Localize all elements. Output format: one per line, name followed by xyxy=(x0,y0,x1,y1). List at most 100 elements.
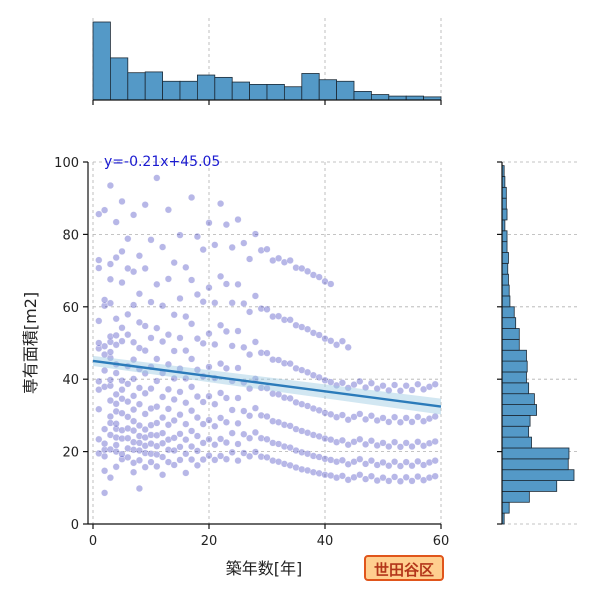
y-hist-bar xyxy=(501,295,511,308)
scatter-point xyxy=(188,383,196,391)
scatter-point xyxy=(396,387,405,395)
scatter-point xyxy=(193,447,202,455)
scatter-point xyxy=(106,260,115,268)
scatter-point xyxy=(431,457,439,465)
scatter-point xyxy=(199,420,207,428)
scatter-point xyxy=(240,449,248,457)
scatter-point xyxy=(257,384,265,392)
scatter-point xyxy=(147,334,155,342)
scatter-point xyxy=(141,322,149,330)
scatter-point xyxy=(240,299,248,308)
scatter-point xyxy=(211,241,219,249)
scatter-point xyxy=(396,477,405,485)
scatter-point xyxy=(414,438,422,446)
scatter-point xyxy=(425,415,434,423)
scatter-point xyxy=(112,341,120,349)
scatter-point xyxy=(280,460,289,468)
scatter-point xyxy=(153,377,161,385)
scatter-point xyxy=(269,439,277,447)
scatter-point xyxy=(176,294,184,303)
scatter-point xyxy=(100,446,109,454)
scatter-point xyxy=(147,404,155,413)
scatter-point xyxy=(193,290,202,299)
scatter-point xyxy=(327,471,335,480)
scatter-point xyxy=(315,453,323,461)
scatter-point xyxy=(118,426,126,434)
scatter-point xyxy=(153,355,161,363)
scatter-point xyxy=(164,436,173,444)
scatter-point xyxy=(344,343,352,351)
y-hist-bar xyxy=(501,436,532,449)
scatter-point xyxy=(159,453,167,461)
y-tick-label: 100 xyxy=(54,156,79,171)
scatter-point xyxy=(217,452,225,460)
scatter-point xyxy=(153,431,161,439)
scatter-point xyxy=(164,458,173,466)
scatter-point xyxy=(100,489,109,497)
scatter-point xyxy=(118,197,126,206)
scatter-points xyxy=(95,174,439,497)
scatter-point xyxy=(199,455,207,464)
scatter-point xyxy=(211,299,219,307)
scatter-point xyxy=(408,442,416,451)
regression-line-group xyxy=(92,355,442,415)
scatter-point xyxy=(298,264,306,273)
scatter-point xyxy=(280,394,289,402)
y-hist-bar xyxy=(501,262,509,275)
x-hist-bar xyxy=(144,71,163,101)
y-hist-bar xyxy=(501,425,530,438)
scatter-point xyxy=(286,360,294,368)
scatter-point xyxy=(211,441,219,449)
scatter-point xyxy=(130,375,138,383)
scatter-point xyxy=(124,331,132,339)
scatter-point xyxy=(362,460,370,468)
y-hist-bar xyxy=(501,469,575,481)
scatter-point xyxy=(367,472,376,480)
scatter-point xyxy=(338,337,347,345)
scatter-point xyxy=(141,201,149,209)
scatter-point xyxy=(298,366,306,374)
scatter-point xyxy=(170,461,178,469)
scatter-point xyxy=(257,434,265,442)
scatter-point xyxy=(292,321,300,329)
scatter-point xyxy=(170,446,178,455)
scatter-point xyxy=(141,442,149,450)
scatter-point xyxy=(182,347,190,355)
scatter-point xyxy=(176,231,184,239)
scatter-point xyxy=(304,466,312,475)
scatter-point xyxy=(246,434,254,442)
scatter-point xyxy=(112,369,120,377)
scatter-point xyxy=(414,472,422,481)
scatter-point xyxy=(135,484,144,493)
area-badge: 世田谷区 xyxy=(364,555,444,581)
scatter-point xyxy=(153,324,161,332)
scatter-point xyxy=(106,445,115,454)
x-hist-bar xyxy=(353,91,372,101)
scatter-point xyxy=(141,410,149,418)
scatter-point xyxy=(106,354,115,362)
scatter-point xyxy=(269,256,277,265)
scatter-point xyxy=(188,407,196,415)
scatter-point xyxy=(298,465,306,473)
scatter-point xyxy=(95,344,103,353)
scatter-point xyxy=(263,349,271,357)
scatter-point xyxy=(414,457,422,465)
scatter-point xyxy=(106,181,115,190)
scatter-point xyxy=(193,432,202,440)
scatter-point xyxy=(228,342,236,350)
scatter-point xyxy=(275,390,283,399)
scatter-point xyxy=(275,356,283,364)
scatter-point xyxy=(100,425,109,433)
scatter-point xyxy=(327,456,335,464)
scatter-point xyxy=(164,421,173,429)
scatter-point xyxy=(176,430,184,438)
scatter-point xyxy=(269,390,277,398)
scatter-point xyxy=(141,264,149,273)
scatter-point xyxy=(333,341,341,349)
y-hist-bar xyxy=(501,447,570,460)
scatter-point xyxy=(222,438,231,447)
scatter-point xyxy=(153,403,161,411)
scatter-point xyxy=(228,243,236,252)
scatter-point xyxy=(205,284,213,292)
scatter-point xyxy=(240,343,248,351)
